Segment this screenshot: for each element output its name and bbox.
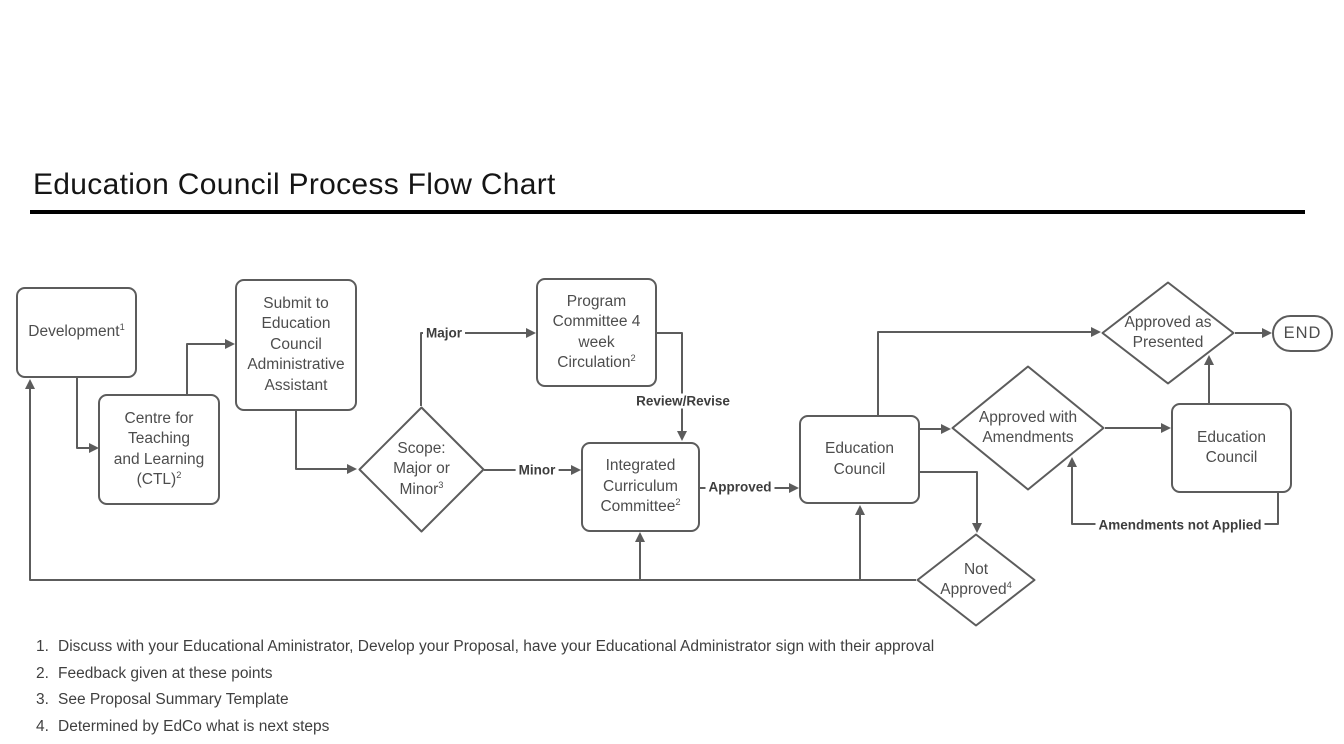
connector-ec1-to-not-approved bbox=[920, 471, 982, 533]
diamond-shape bbox=[1101, 281, 1235, 385]
node-approved-as-presented: Approved as Presented bbox=[1101, 281, 1235, 385]
footnote-4: 4. Determined by EdCo what is next steps bbox=[36, 714, 934, 741]
node-submit-to-edco-admin-assistant: Submit to Education Council Administrati… bbox=[235, 279, 357, 411]
footnote-2: 2. Feedback given at these points bbox=[36, 661, 934, 688]
footnote-number: 1. bbox=[36, 638, 49, 655]
footnote-text: Feedback given at these points bbox=[58, 664, 273, 682]
node-integrated-curriculum-committee: Integrated Curriculum Committee2 bbox=[581, 442, 700, 532]
node-education-council-2: Education Council bbox=[1171, 403, 1292, 493]
connector-ec1-to-approved-as-presented bbox=[877, 327, 1101, 415]
title-underline bbox=[30, 210, 1305, 214]
node-development: Development1 bbox=[16, 287, 137, 378]
node-program-committee-circulation: Program Committee 4 week Circulation2 bbox=[536, 278, 657, 387]
footnote-number: 3. bbox=[36, 691, 49, 708]
diamond-shape bbox=[916, 533, 1036, 627]
connector-ctl-to-submit bbox=[186, 339, 235, 394]
footnote-text: Determined by EdCo what is next steps bbox=[58, 717, 330, 735]
diamond-shape bbox=[951, 365, 1105, 491]
connector-not-approved-to-development bbox=[25, 379, 916, 581]
node-scope-major-or-minor: Scope: Major or Minor3 bbox=[358, 406, 485, 533]
node-not-approved: Not Approved4 bbox=[916, 533, 1036, 627]
node-centre-for-teaching-and-learning: Centre for Teaching and Learning (CTL)2 bbox=[98, 394, 220, 505]
footnotes: 1. Discuss with your Educational Aminist… bbox=[36, 634, 934, 740]
node-education-council-1: Education Council bbox=[799, 415, 920, 504]
edge-label-approved: Approved bbox=[705, 479, 775, 495]
edge-label-amendments-not-applied: Amendments not Applied bbox=[1095, 517, 1265, 533]
page-title: Education Council Process Flow Chart bbox=[33, 168, 556, 201]
edge-label-major: Major bbox=[423, 325, 466, 341]
connector-program-committee-review-revise bbox=[657, 332, 687, 441]
edge-label-minor: Minor bbox=[515, 462, 559, 478]
footnote-1: 1. Discuss with your Educational Aminist… bbox=[36, 634, 934, 661]
diamond-shape bbox=[358, 406, 485, 533]
edge-label-review-revise: Review/Revise bbox=[633, 393, 733, 409]
connector-scope-major-to-program-committee bbox=[420, 328, 536, 406]
footnote-number: 2. bbox=[36, 664, 49, 682]
footnote-number: 4. bbox=[36, 717, 49, 735]
node-approved-with-amendments: Approved with Amendments bbox=[951, 365, 1105, 491]
connector-submit-to-scope bbox=[295, 411, 357, 474]
footnote-text: See Proposal Summary Template bbox=[58, 691, 289, 708]
footnote-text: Discuss with your Educational Aministrat… bbox=[58, 638, 935, 655]
node-end: END bbox=[1272, 315, 1333, 352]
footnote-3: 3. See Proposal Summary Template bbox=[36, 687, 934, 714]
connector-development-to-ctl bbox=[76, 378, 99, 453]
